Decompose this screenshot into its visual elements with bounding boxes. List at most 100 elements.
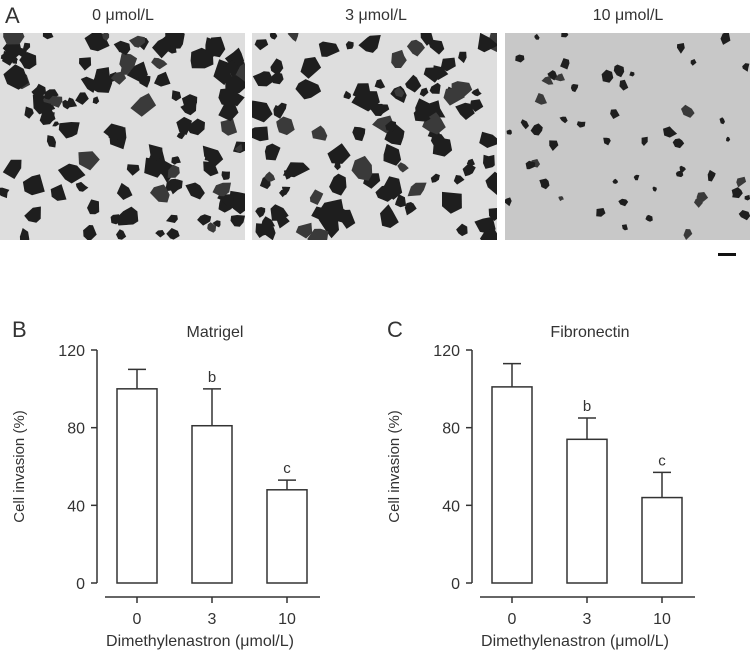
- stained-cell: [744, 194, 750, 201]
- stained-cell: [423, 67, 444, 83]
- stained-cell: [736, 176, 747, 188]
- stained-cell: [75, 181, 89, 192]
- stained-cell: [383, 143, 402, 166]
- stained-cell: [23, 42, 31, 52]
- stained-cell: [641, 136, 648, 146]
- stained-cell: [269, 33, 278, 40]
- stained-cell: [171, 156, 181, 165]
- bar-10: [266, 489, 308, 584]
- stained-cell: [273, 105, 285, 119]
- stained-cell: [118, 42, 127, 53]
- stained-cell: [116, 182, 133, 200]
- y-axis-label: Cell invasion (%): [11, 410, 28, 523]
- stained-cell: [652, 186, 657, 192]
- stained-cell: [327, 143, 351, 164]
- stained-cell: [612, 178, 619, 184]
- stained-cell: [252, 71, 275, 87]
- stained-cell: [559, 116, 568, 124]
- stained-cell: [0, 187, 10, 199]
- condition-label-10: 10 μmol/L: [592, 7, 664, 24]
- stained-cell: [413, 106, 431, 122]
- stained-cell: [3, 33, 25, 45]
- bar-0: [116, 388, 158, 584]
- stained-cell: [309, 189, 324, 205]
- stained-cell: [186, 118, 205, 136]
- stained-cell: [176, 116, 192, 136]
- stained-cell: [3, 64, 29, 90]
- stained-cell: [430, 173, 440, 183]
- stained-cell: [311, 206, 328, 222]
- stained-cell: [24, 106, 34, 119]
- y-tick-label: 120: [433, 343, 460, 360]
- stained-cell: [116, 229, 127, 240]
- stained-cell: [22, 174, 45, 196]
- condition-label-0: 0 μmol/L: [92, 7, 154, 24]
- stained-cell: [252, 126, 269, 142]
- stained-cell: [171, 90, 182, 102]
- stained-cell: [404, 202, 417, 216]
- stained-cell: [453, 175, 465, 185]
- bar-3: [191, 424, 233, 584]
- stained-cell: [405, 74, 422, 93]
- stained-cell: [407, 182, 427, 197]
- stained-cell: [558, 196, 564, 202]
- stained-cell: [218, 100, 239, 122]
- stained-cell: [525, 160, 536, 170]
- stained-cell: [576, 121, 586, 128]
- micrograph-3: [252, 33, 497, 240]
- stained-cell: [2, 40, 22, 58]
- stained-cell: [130, 93, 157, 117]
- stained-cell: [351, 91, 380, 112]
- stained-cell: [427, 39, 445, 55]
- stained-cell: [47, 112, 56, 123]
- stained-cell: [645, 214, 653, 222]
- stained-cell: [110, 71, 127, 85]
- y-tick-label: 40: [67, 498, 85, 515]
- stained-cell: [539, 178, 550, 190]
- stained-cell: [345, 41, 354, 50]
- stained-cell: [300, 57, 322, 79]
- stained-cell: [270, 204, 289, 221]
- stained-cell: [155, 230, 165, 238]
- stained-cell: [197, 214, 212, 226]
- stained-cell: [220, 118, 238, 136]
- stained-cell: [92, 96, 100, 105]
- stained-cell: [613, 64, 625, 78]
- stained-cell: [102, 33, 110, 42]
- stained-cell: [129, 35, 146, 48]
- stained-cell: [534, 33, 540, 40]
- stained-cell: [629, 71, 635, 77]
- stained-cell: [666, 129, 672, 136]
- stained-cell: [466, 158, 475, 167]
- x-tick-label: 3: [208, 611, 217, 628]
- stained-cell: [726, 136, 731, 142]
- stained-cell: [385, 120, 396, 132]
- stained-cell: [442, 191, 462, 214]
- stained-cell: [419, 87, 429, 97]
- micrograph-10-image: [505, 33, 750, 240]
- stained-cell: [485, 171, 497, 195]
- y-tick-label: 0: [76, 576, 85, 593]
- stained-cell: [479, 131, 497, 148]
- stained-cell: [126, 164, 140, 176]
- stained-cell: [46, 135, 56, 148]
- stained-cell: [742, 63, 750, 72]
- stained-cell: [455, 102, 475, 120]
- stained-cell: [719, 117, 725, 125]
- y-tick-label: 120: [58, 343, 85, 360]
- stained-cell: [150, 184, 170, 203]
- stained-cell: [194, 186, 202, 194]
- stained-cell: [471, 88, 482, 97]
- stained-cell: [672, 138, 685, 149]
- stained-cell: [679, 165, 686, 173]
- stained-cell: [221, 194, 234, 207]
- stained-cell: [618, 198, 629, 207]
- stained-cell: [83, 225, 97, 240]
- stained-cell: [154, 71, 171, 87]
- stained-cell: [420, 33, 434, 46]
- stained-cell: [683, 229, 693, 240]
- stained-cell: [232, 194, 245, 215]
- stained-cell: [394, 86, 405, 98]
- stained-cell: [264, 171, 276, 182]
- stained-cell: [167, 164, 180, 178]
